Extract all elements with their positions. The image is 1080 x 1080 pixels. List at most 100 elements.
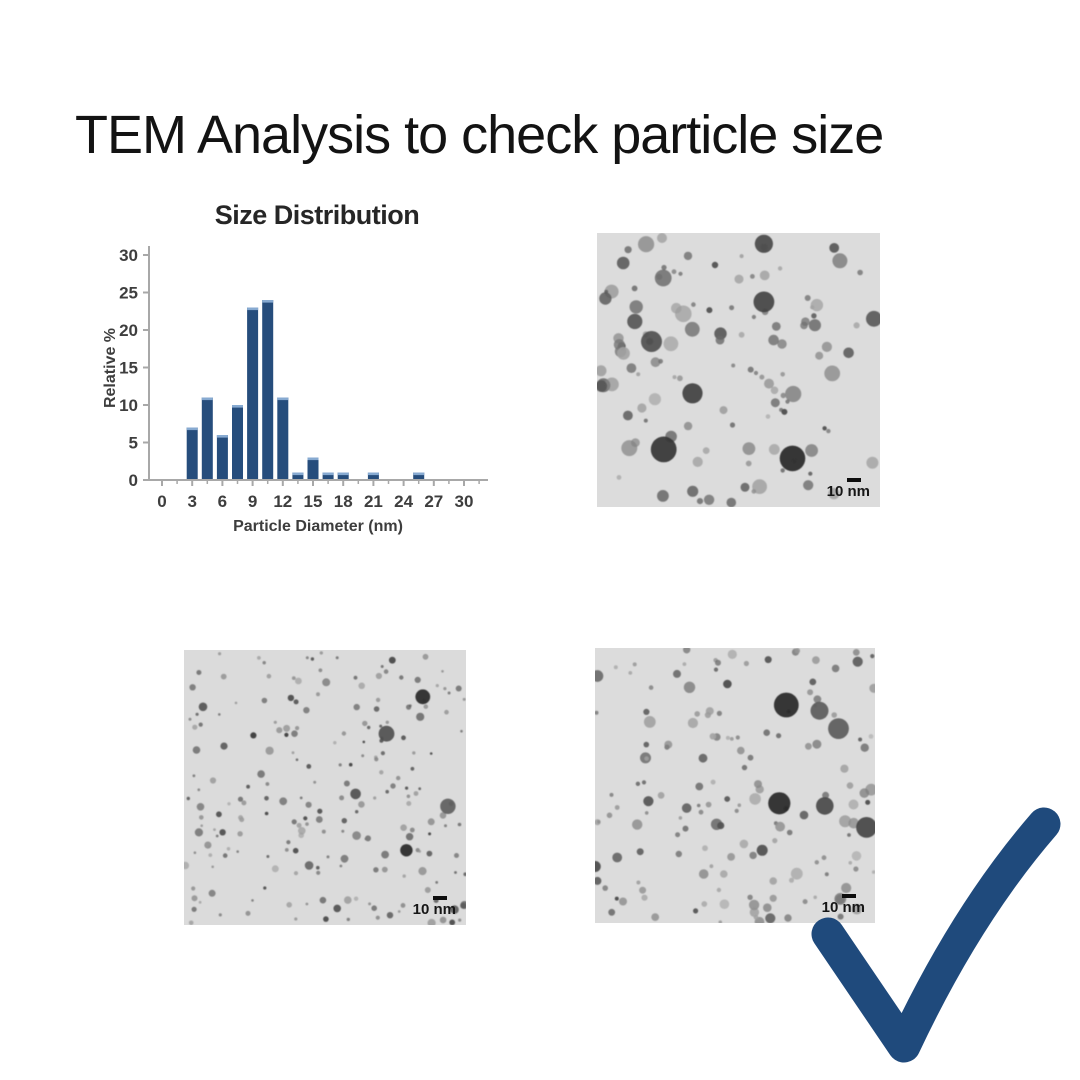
particle [460,902,466,909]
particle [671,302,682,314]
large-particle [810,701,829,720]
histogram-bar [201,397,213,480]
particle [292,847,299,854]
particle [400,824,407,831]
particle [609,792,614,797]
particle [428,832,432,836]
particle [410,766,415,771]
particle [319,896,327,904]
particle [429,752,433,755]
particle [218,652,222,656]
particle [188,717,192,721]
particle [802,899,808,905]
particle [753,914,759,920]
particle [218,913,222,917]
particle [734,808,739,813]
histogram-bar-cap [216,435,228,438]
particle [385,789,389,794]
particle [812,739,822,749]
particle [341,829,345,833]
particle [641,780,647,785]
particle [291,676,296,680]
tem-micrograph-bottom-left: 10 nm [184,650,466,925]
particle [857,269,863,276]
particle [650,357,661,368]
particle [450,905,459,914]
particle [781,408,788,415]
particle [696,498,704,505]
particle [341,818,347,824]
particle [718,920,723,923]
particle [388,656,396,664]
large-particle [754,234,773,253]
particle [595,710,599,715]
particle [614,896,619,901]
particle [805,444,818,457]
particle [381,866,388,873]
particle [717,822,725,830]
large-particle [779,445,806,472]
particle [305,656,309,660]
particle [257,770,265,778]
histogram-bar [216,435,228,480]
particle [775,821,785,832]
histogram-plot: 0 5 10 15 20 25 30 0 3 6 9 12 15 18 21 24 27 30 [119,246,488,511]
particle [358,682,365,690]
particle [273,720,277,724]
large-particle [400,844,413,857]
particle [318,668,323,673]
particle [865,799,871,805]
particle [361,754,365,758]
particle [399,675,404,680]
particle [755,785,764,794]
particle [321,829,326,834]
particle [657,490,669,502]
particle [435,881,439,884]
particle [298,827,306,835]
particle [276,727,283,734]
histogram-bar-cap [262,300,274,303]
particle [831,664,840,673]
particle [313,780,317,784]
particle [771,322,781,331]
x-tick-label: 0 [157,492,166,511]
particle [621,440,638,457]
scale-bar-line [432,896,447,900]
particle [458,918,462,922]
particle [195,712,199,716]
particle [264,796,269,801]
particle [812,656,820,664]
particle [703,494,715,505]
particle [822,426,827,431]
particle [790,867,803,880]
particle [643,796,654,807]
histogram-bar [232,405,244,480]
particle [725,735,730,740]
particle [219,829,226,836]
particle [693,908,699,914]
particle [785,399,790,404]
particle [769,877,777,885]
particle [266,673,272,679]
particle [196,803,205,811]
particle [683,251,693,261]
particle [756,844,768,856]
particle [644,811,649,815]
particle [284,848,289,852]
particle [198,722,203,727]
particle [303,707,310,714]
particle [226,847,231,851]
particle [742,442,756,455]
particle [362,720,368,727]
particle [780,392,786,399]
y-tick-label: 20 [119,321,138,340]
particle [218,713,221,716]
large-particle [378,725,395,742]
particle [208,889,216,897]
particle [870,654,875,659]
scale-bar-line [841,894,856,898]
chart-title: Size Distribution [214,200,420,230]
particle [304,861,314,870]
particle [743,660,749,667]
large-particle [415,689,431,705]
